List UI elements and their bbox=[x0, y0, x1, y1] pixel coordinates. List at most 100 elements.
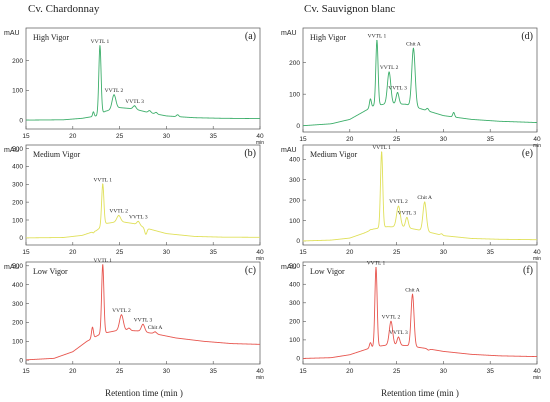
plot-frame bbox=[25, 27, 261, 130]
y-tick-label: 0 bbox=[19, 358, 23, 365]
peak-point bbox=[396, 92, 399, 94]
y-tick-label: 200 bbox=[289, 197, 300, 204]
y-axis-unit: mAU bbox=[4, 264, 20, 271]
peak-label: VVTL 2 bbox=[105, 88, 124, 94]
y-tick-label: 500 bbox=[12, 263, 23, 270]
panel-letter: (c) bbox=[245, 265, 256, 276]
x-tick-label: 15 bbox=[22, 249, 30, 256]
peak-point bbox=[424, 201, 426, 203]
x-tick-label: 40 bbox=[256, 249, 264, 256]
peak-point bbox=[133, 105, 136, 107]
y-tick-label: 0 bbox=[296, 123, 300, 130]
plot-frame bbox=[302, 144, 538, 246]
y-tick-label: 200 bbox=[12, 320, 23, 327]
y-tick-label: 300 bbox=[12, 301, 23, 308]
y-tick-label: 0 bbox=[296, 238, 300, 245]
peak-point bbox=[99, 45, 101, 47]
peak-label: VVTL 3 bbox=[125, 99, 144, 105]
y-tick-label: 200 bbox=[12, 199, 23, 206]
panel-title: Medium Vigor bbox=[33, 150, 80, 159]
y-tick-label: 0 bbox=[19, 117, 23, 124]
peak-label: VVTL 1 bbox=[368, 34, 387, 40]
y-tick-label: 100 bbox=[12, 217, 23, 224]
y-tick-label: 300 bbox=[12, 182, 23, 189]
x-axis-unit: min bbox=[256, 256, 264, 262]
chromatogram-line bbox=[302, 267, 537, 359]
panel-letter: (e) bbox=[522, 148, 533, 159]
peak-point bbox=[102, 183, 104, 185]
peak-point bbox=[375, 266, 377, 269]
panel-title: Low Vigor bbox=[310, 267, 345, 276]
peak-point bbox=[118, 214, 120, 217]
peak-label: VVTL 2 bbox=[380, 65, 399, 71]
peak-point bbox=[142, 323, 144, 325]
x-tick-label: 30 bbox=[440, 136, 448, 143]
peak-label: VVTL 2 bbox=[109, 209, 128, 215]
x-tick-label: 25 bbox=[116, 368, 124, 375]
x-tick-label: 25 bbox=[116, 133, 124, 140]
y-tick-label: 100 bbox=[289, 91, 300, 98]
panel-title: Low Vigor bbox=[33, 267, 68, 276]
x-tick-label: 20 bbox=[69, 368, 77, 375]
x-tick-label: 30 bbox=[163, 368, 171, 375]
x-tick-label: 20 bbox=[346, 249, 354, 256]
y-tick-label: 0 bbox=[19, 235, 23, 242]
peak-point bbox=[412, 47, 415, 50]
y-tick-label: 400 bbox=[289, 282, 300, 289]
y-tick-label: 0 bbox=[296, 356, 300, 363]
y-axis-unit: mAU bbox=[4, 30, 20, 37]
chromatogram-line bbox=[25, 183, 260, 239]
y-axis-unit: mAU bbox=[4, 147, 20, 154]
peak-label: Chit A bbox=[148, 325, 163, 331]
peak-label: VVTL 3 bbox=[129, 214, 148, 220]
x-axis-unit: min bbox=[256, 140, 264, 146]
chromatogram-line bbox=[26, 45, 260, 121]
peak-point bbox=[381, 151, 383, 153]
panel-letter: (f) bbox=[523, 265, 533, 276]
x-tick-label: 15 bbox=[22, 133, 30, 140]
y-tick-label: 400 bbox=[12, 282, 23, 289]
x-tick-label: 35 bbox=[487, 136, 495, 143]
peak-label: VVTL 2 bbox=[389, 199, 408, 205]
peak-point bbox=[397, 336, 400, 338]
x-tick-label: 15 bbox=[299, 136, 307, 143]
peak-point bbox=[406, 216, 408, 219]
peak-point bbox=[120, 314, 123, 316]
peak-label: VVTL 1 bbox=[93, 258, 112, 264]
x-tick-label: 35 bbox=[210, 368, 218, 375]
plot-frame bbox=[302, 261, 538, 365]
x-tick-label: 20 bbox=[69, 133, 77, 140]
peak-label: VVTL 1 bbox=[91, 39, 110, 45]
peak-label: Chit A bbox=[405, 287, 420, 293]
x-tick-label: 30 bbox=[163, 133, 171, 140]
y-tick-label: 400 bbox=[289, 157, 300, 164]
x-tick-label: 15 bbox=[22, 368, 30, 375]
peak-point bbox=[102, 264, 104, 266]
y-tick-label: 100 bbox=[12, 339, 23, 346]
peak-point bbox=[113, 94, 115, 96]
peak-label: VVTL 1 bbox=[372, 145, 391, 151]
x-tick-label: 40 bbox=[533, 249, 541, 256]
x-tick-label: 25 bbox=[393, 368, 401, 375]
x-tick-label: 30 bbox=[440, 368, 448, 375]
x-tick-label: 30 bbox=[440, 249, 448, 256]
x-tick-label: 25 bbox=[393, 249, 401, 256]
peak-label: VVTL 1 bbox=[367, 261, 386, 267]
peak-label: VVTL 2 bbox=[382, 314, 401, 320]
peak-point bbox=[137, 220, 139, 223]
panel-title: High Vigor bbox=[310, 33, 346, 42]
plot-frame bbox=[25, 261, 261, 365]
peak-point bbox=[390, 320, 392, 322]
x-axis-unit: min bbox=[533, 375, 541, 381]
y-tick-label: 300 bbox=[289, 300, 300, 307]
peak-point bbox=[376, 40, 378, 42]
y-tick-label: 300 bbox=[289, 177, 300, 184]
peak-label: VVTL 3 bbox=[134, 317, 153, 323]
x-tick-label: 35 bbox=[487, 368, 495, 375]
peak-label: VVTL 3 bbox=[389, 330, 408, 336]
